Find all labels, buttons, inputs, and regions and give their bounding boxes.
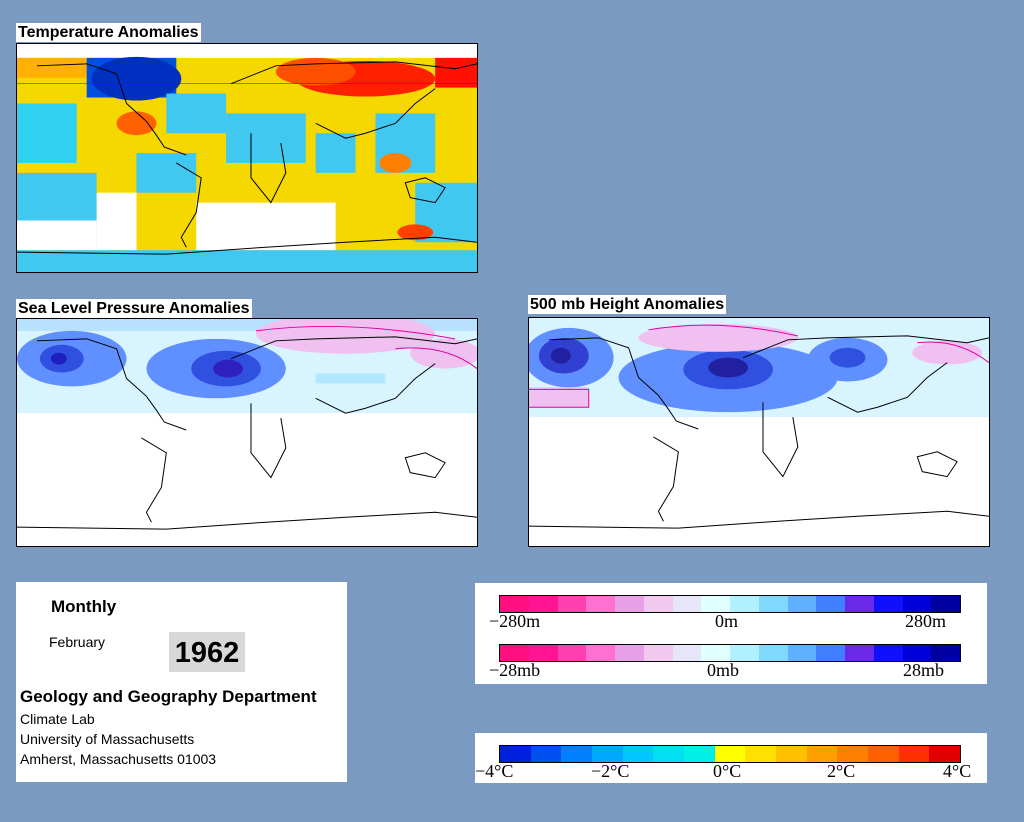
height-mid-label: 0m xyxy=(715,611,739,631)
temperature-title: Temperature Anomalies xyxy=(16,23,201,42)
height-colorbar-swatch xyxy=(758,596,788,612)
slp-colorbar-swatch xyxy=(643,645,673,661)
temperature-coastlines xyxy=(17,61,477,255)
slp-colorbar-swatch xyxy=(672,645,702,661)
temp-label-neg2: −2°C xyxy=(591,761,630,781)
temperature-colorbar-swatch xyxy=(898,746,930,762)
slp-colorbar-swatch xyxy=(902,645,932,661)
temperature-legend: −4°C −2°C 0°C 2°C 4°C xyxy=(475,733,987,783)
slp-min-label: −28mb xyxy=(489,660,541,680)
temperature-colorbar-swatch xyxy=(714,746,746,762)
height-colorbar-swatch xyxy=(873,596,903,612)
slp-colorbar-swatch xyxy=(586,645,615,661)
temp-label-2: 2°C xyxy=(827,761,856,781)
slp-colorbar-swatch xyxy=(615,645,644,661)
slp-mid-label: 0mb xyxy=(707,660,740,680)
temperature-colorbar-swatch xyxy=(530,746,562,762)
height-max-label: 280m xyxy=(905,611,947,631)
temperature-colorbar xyxy=(499,745,961,763)
slp-colorbar-swatch xyxy=(816,645,845,661)
height-colorbar-swatch xyxy=(701,596,730,612)
slp-map xyxy=(16,318,478,547)
height-contours-positive xyxy=(529,324,989,408)
slp-anomaly-field xyxy=(17,319,477,414)
info-box: Monthly February 1962 Geology and Geogra… xyxy=(16,582,347,782)
height-colorbar-swatch xyxy=(615,596,644,612)
height-colorbar-swatch xyxy=(845,596,874,612)
height-colorbar-swatch xyxy=(586,596,615,612)
slp-colorbar-swatch xyxy=(845,645,874,661)
height-colorbar-swatch xyxy=(528,596,558,612)
temperature-colorbar-swatch xyxy=(684,746,715,762)
slp-colorbar-swatch xyxy=(873,645,903,661)
temperature-colorbar-swatch xyxy=(776,746,807,762)
temp-label-neg4: −4°C xyxy=(475,761,514,781)
height-colorbar-swatch xyxy=(672,596,702,612)
slp-title: Sea Level Pressure Anomalies xyxy=(16,299,252,318)
pressure-height-legend: −280m 0m 280m −28mb 0mb 28mb xyxy=(475,583,987,684)
temp-label-0: 0°C xyxy=(713,761,742,781)
temperature-map xyxy=(16,43,478,273)
slp-contours-positive xyxy=(255,325,477,369)
slp-colorbar-swatch xyxy=(557,645,587,661)
year-label: 1962 xyxy=(169,632,245,672)
slp-colorbar-swatch xyxy=(730,645,759,661)
temperature-colorbar-swatch xyxy=(653,746,685,762)
temperature-colorbar-swatch xyxy=(837,746,869,762)
temp-label-4: 4°C xyxy=(943,761,972,781)
slp-colorbar-swatch xyxy=(528,645,558,661)
lab-label: Climate Lab xyxy=(20,711,95,727)
height-coastlines xyxy=(529,335,989,529)
slp-colorbar-swatch xyxy=(758,645,788,661)
height-colorbar-swatch xyxy=(500,596,529,612)
height-colorbar-swatch xyxy=(931,596,960,612)
temperature-colorbar-swatch xyxy=(929,746,961,762)
height-colorbar-swatch xyxy=(902,596,932,612)
temperature-colorbar-swatch xyxy=(500,746,531,762)
height-colorbar-swatch xyxy=(730,596,759,612)
slp-colorbar-swatch xyxy=(500,645,529,661)
department-label: Geology and Geography Department xyxy=(20,687,317,706)
height-colorbar-swatch xyxy=(787,596,817,612)
temperature-colorbar-swatch xyxy=(745,746,777,762)
height-anomaly-field xyxy=(529,318,989,418)
university-label: University of Massachusetts xyxy=(20,731,195,747)
height-colorbar-swatch xyxy=(816,596,845,612)
height-title: 500 mb Height Anomalies xyxy=(528,295,727,314)
slp-colorbar-swatch xyxy=(931,645,960,661)
slp-colorbar-swatch xyxy=(787,645,817,661)
slp-coastlines xyxy=(17,336,477,530)
slp-colorbar-swatch xyxy=(701,645,730,661)
temperature-colorbar-swatch xyxy=(561,746,593,762)
month-label: February xyxy=(49,634,106,650)
slp-colorbar xyxy=(499,644,961,662)
height-colorbar-swatch xyxy=(557,596,587,612)
height-min-label: −280m xyxy=(489,611,541,631)
height-map xyxy=(528,317,990,547)
address-label: Amherst, Massachusetts 01003 xyxy=(20,751,217,767)
temperature-colorbar-swatch xyxy=(592,746,623,762)
temperature-colorbar-swatch xyxy=(622,746,654,762)
temperature-colorbar-swatch xyxy=(868,746,899,762)
period-label: Monthly xyxy=(51,597,117,616)
height-colorbar-swatch xyxy=(643,596,673,612)
slp-max-label: 28mb xyxy=(903,660,945,680)
temperature-colorbar-swatch xyxy=(806,746,838,762)
height-colorbar xyxy=(499,595,961,613)
temperature-anomaly-field xyxy=(17,44,477,272)
